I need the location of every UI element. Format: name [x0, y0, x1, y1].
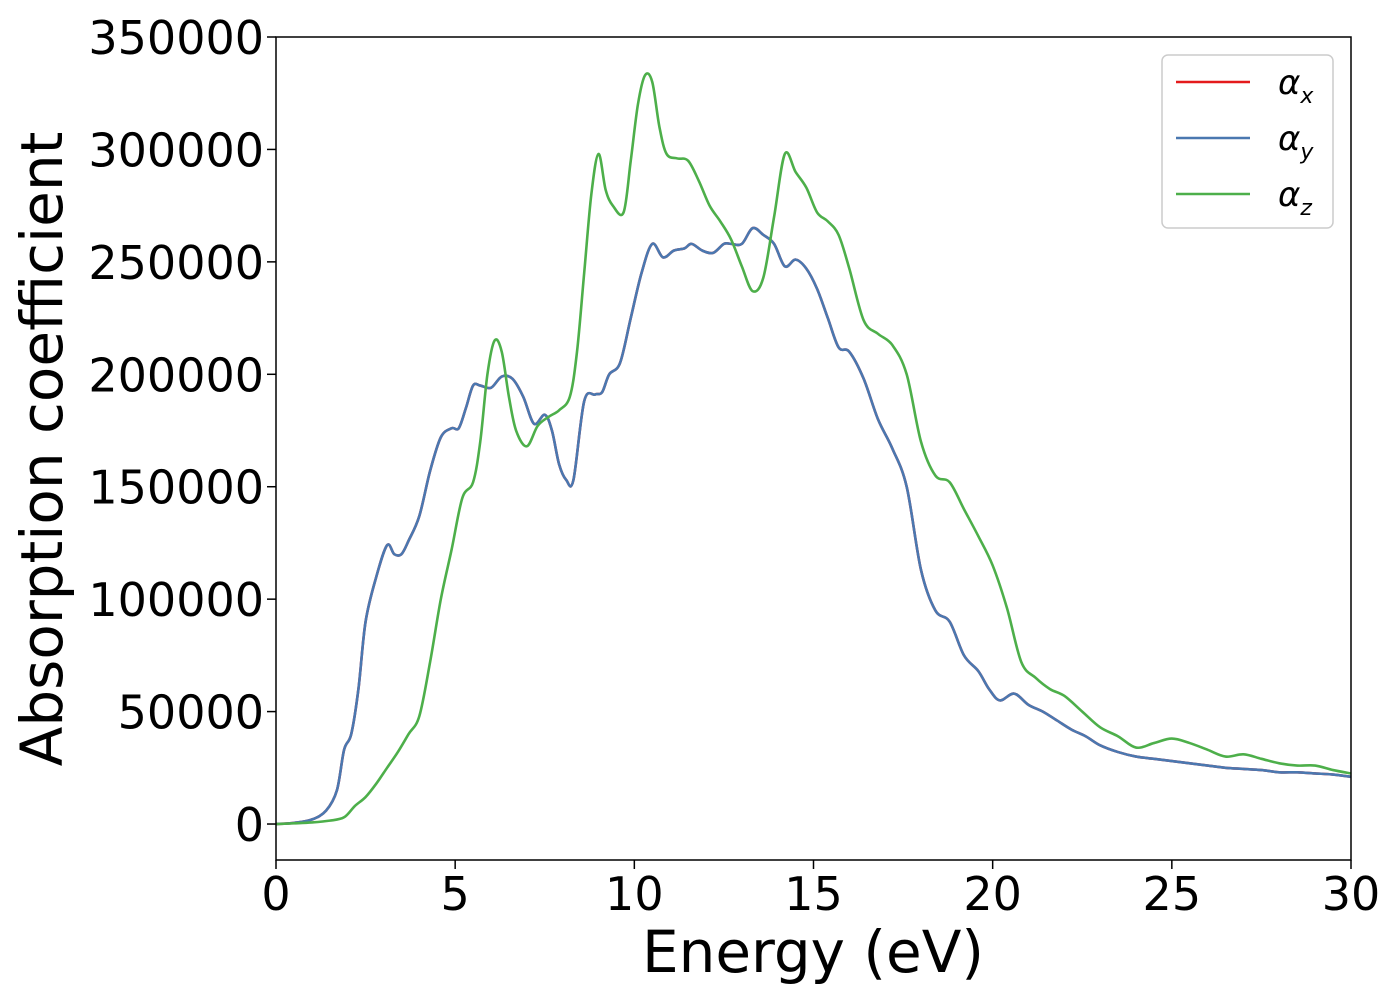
legend-label-x: αx	[1278, 63, 1314, 109]
legend-label-y: αy	[1278, 119, 1314, 165]
x-tick-label: 30	[1322, 867, 1381, 921]
legend-label-subscript: y	[1299, 140, 1314, 165]
legend-box	[1161, 54, 1334, 229]
x-tick-label: 0	[261, 867, 290, 921]
series-line-z	[276, 72, 1351, 826]
x-tick-label: 5	[441, 867, 470, 921]
y-tick-label: 100000	[88, 573, 264, 627]
legend-label-subscript: x	[1299, 84, 1314, 109]
y-tick-label: 50000	[118, 686, 264, 740]
series-line-y	[276, 226, 1351, 826]
legend-label-z: αz	[1278, 175, 1312, 221]
legend-label-base: α	[1278, 63, 1300, 103]
y-axis-ticks: 0 50000 100000 150000 200000 250000 300000 3500…	[88, 11, 276, 852]
legend-label-base: α	[1278, 175, 1300, 215]
y-tick-label: 250000	[88, 236, 264, 290]
y-tick-label: 0	[235, 798, 264, 852]
x-tick-label: 25	[1143, 867, 1202, 921]
y-tick-label: 300000	[88, 123, 264, 177]
y-axis-label: Absorption coefficient	[8, 132, 76, 767]
series-line-x	[276, 226, 1351, 826]
y-tick-label: 350000	[88, 11, 264, 65]
series-layer	[276, 72, 1351, 826]
y-tick-label: 200000	[88, 348, 264, 402]
legend-label-subscript: z	[1299, 196, 1312, 221]
x-axis-label: Energy (eV)	[642, 918, 984, 986]
y-tick-label: 150000	[88, 461, 264, 515]
x-axis-ticks: 0 5 10 15 20 25 30	[261, 860, 1380, 921]
legend-label-base: α	[1278, 119, 1300, 159]
x-tick-label: 15	[784, 867, 843, 921]
x-tick-label: 20	[963, 867, 1022, 921]
x-tick-label: 10	[605, 867, 664, 921]
